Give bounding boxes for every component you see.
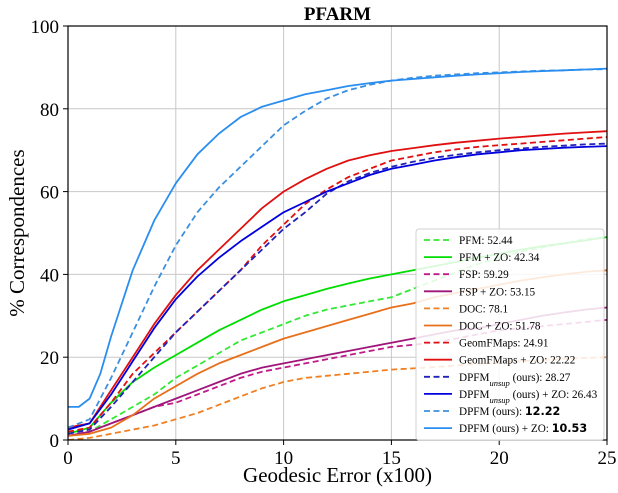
legend-entry-part: 12.22 xyxy=(525,405,560,418)
legend-entry: DOC + ZO: 51.78 xyxy=(459,321,541,333)
y-tick-label: 60 xyxy=(40,183,59,204)
series-line xyxy=(68,145,607,431)
legend-entry-part: PFM: 52.44 xyxy=(459,235,513,247)
legend-box xyxy=(415,228,605,441)
legend-entry: DPFMunsup (ours): 28.27 xyxy=(459,372,571,388)
legend-entry-part: DPFM xyxy=(459,389,490,401)
plot-frame xyxy=(67,25,608,441)
axis-ticks: 0 5 10 15 20 25 0 20 40 60 80 100 xyxy=(31,17,617,469)
legend-entry-part: FSP + ZO: 53.15 xyxy=(459,286,536,298)
y-tick-label: 40 xyxy=(40,265,59,286)
legend-entry: DPFMunsup (ours) + ZO: 26.43 xyxy=(459,389,598,405)
legend-entry: FSP + ZO: 53.15 xyxy=(459,286,536,298)
legend-entry-part: GeomFMaps + ZO: 22.22 xyxy=(459,355,575,367)
legend: PFM: 52.44 PFM + ZO: 42.34 FSP: 59.29 FSP +… xyxy=(415,228,605,441)
series-line xyxy=(68,130,607,429)
legend-entry-part: GeomFMaps: 24.91 xyxy=(459,338,549,350)
legend-entry-part: unsup xyxy=(489,378,509,388)
legend-entry: DPFM (ours) + ZO: 10.53 xyxy=(459,422,587,435)
legend-entry-part: DPFM (ours): xyxy=(459,406,525,418)
y-tick-label: 80 xyxy=(40,100,59,121)
x-axis-label: Geodesic Error (x100) xyxy=(243,463,432,487)
legend-entry-part: DPFM (ours) + ZO: xyxy=(459,423,552,435)
x-tick-label: 20 xyxy=(490,448,509,469)
legend-entry: PFM: 52.44 xyxy=(459,235,513,247)
grid xyxy=(67,25,608,441)
chart-title: PFARM xyxy=(304,4,371,25)
series-line xyxy=(68,68,607,429)
y-tick-label: 20 xyxy=(40,348,59,369)
legend-entry: GeomFMaps + ZO: 22.22 xyxy=(459,355,575,367)
legend-entry-part: DPFM xyxy=(459,372,490,384)
legend-entry: FSP: 59.29 xyxy=(459,269,509,281)
legend-entry-part: 10.53 xyxy=(552,422,587,435)
y-tick-label: 0 xyxy=(50,431,60,452)
x-tick-label: 10 xyxy=(274,448,293,469)
legend-entry-part: DOC: 78.1 xyxy=(459,303,508,315)
legend-entry-part: DOC + ZO: 51.78 xyxy=(459,321,541,333)
legend-entry: DPFM (ours): 12.22 xyxy=(459,405,560,418)
legend-entry-part: FSP: 59.29 xyxy=(459,269,509,281)
legend-entry-part: (ours): 28.27 xyxy=(510,372,571,384)
legend-entry-part: unsup xyxy=(489,395,509,405)
legend-entry: PFM + ZO: 42.34 xyxy=(459,252,540,264)
legend-entry: DOC: 78.1 xyxy=(459,303,508,315)
y-axis-label: % Correspondences xyxy=(5,149,29,316)
x-tick-label: 0 xyxy=(63,448,73,469)
x-tick-label: 15 xyxy=(382,448,401,469)
series-line xyxy=(68,142,607,435)
x-tick-label: 25 xyxy=(598,448,617,469)
y-tick-label: 100 xyxy=(31,17,60,38)
series-line xyxy=(68,136,607,433)
legend-entry-part: PFM + ZO: 42.34 xyxy=(459,252,540,264)
legend-entry-part: (ours) + ZO: 26.43 xyxy=(510,389,598,401)
series-line xyxy=(68,67,607,408)
legend-entry: GeomFMaps: 24.91 xyxy=(459,338,549,350)
x-tick-label: 5 xyxy=(171,448,181,469)
